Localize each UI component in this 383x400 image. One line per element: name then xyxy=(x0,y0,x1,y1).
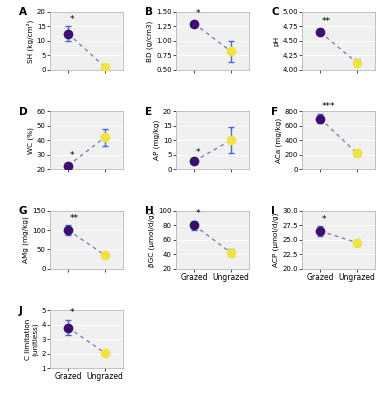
Text: C: C xyxy=(271,7,279,17)
Y-axis label: SH (kg/cm²): SH (kg/cm²) xyxy=(26,19,34,62)
Text: G: G xyxy=(19,206,28,216)
Text: **: ** xyxy=(322,18,331,26)
Text: **: ** xyxy=(70,214,79,222)
Text: E: E xyxy=(145,107,152,117)
Y-axis label: BD (g/cm3): BD (g/cm3) xyxy=(147,20,153,62)
Text: *: * xyxy=(70,308,74,318)
Text: *: * xyxy=(322,214,327,224)
Y-axis label: C limitation
(unitless): C limitation (unitless) xyxy=(25,318,38,360)
Text: I: I xyxy=(271,206,275,216)
Text: A: A xyxy=(19,7,27,17)
Text: J: J xyxy=(19,306,23,316)
Text: ***: *** xyxy=(322,102,336,112)
Text: *: * xyxy=(70,14,74,24)
Y-axis label: WC (%): WC (%) xyxy=(27,127,34,154)
Text: *: * xyxy=(196,148,201,157)
Y-axis label: βGC (μmol/d/g): βGC (μmol/d/g) xyxy=(149,212,155,267)
Y-axis label: AP (mg/kg): AP (mg/kg) xyxy=(154,120,160,160)
Text: *: * xyxy=(70,151,74,160)
Text: D: D xyxy=(19,107,28,117)
Y-axis label: ACP (μmol/d/g): ACP (μmol/d/g) xyxy=(273,212,279,267)
Y-axis label: ACa (mg/kg): ACa (mg/kg) xyxy=(275,118,282,163)
Text: *: * xyxy=(196,209,201,218)
Y-axis label: pH: pH xyxy=(273,36,280,46)
Y-axis label: AMg (mg/kg): AMg (mg/kg) xyxy=(23,216,29,263)
Text: F: F xyxy=(271,107,278,117)
Text: B: B xyxy=(145,7,153,17)
Text: *: * xyxy=(196,9,201,18)
Text: H: H xyxy=(145,206,154,216)
